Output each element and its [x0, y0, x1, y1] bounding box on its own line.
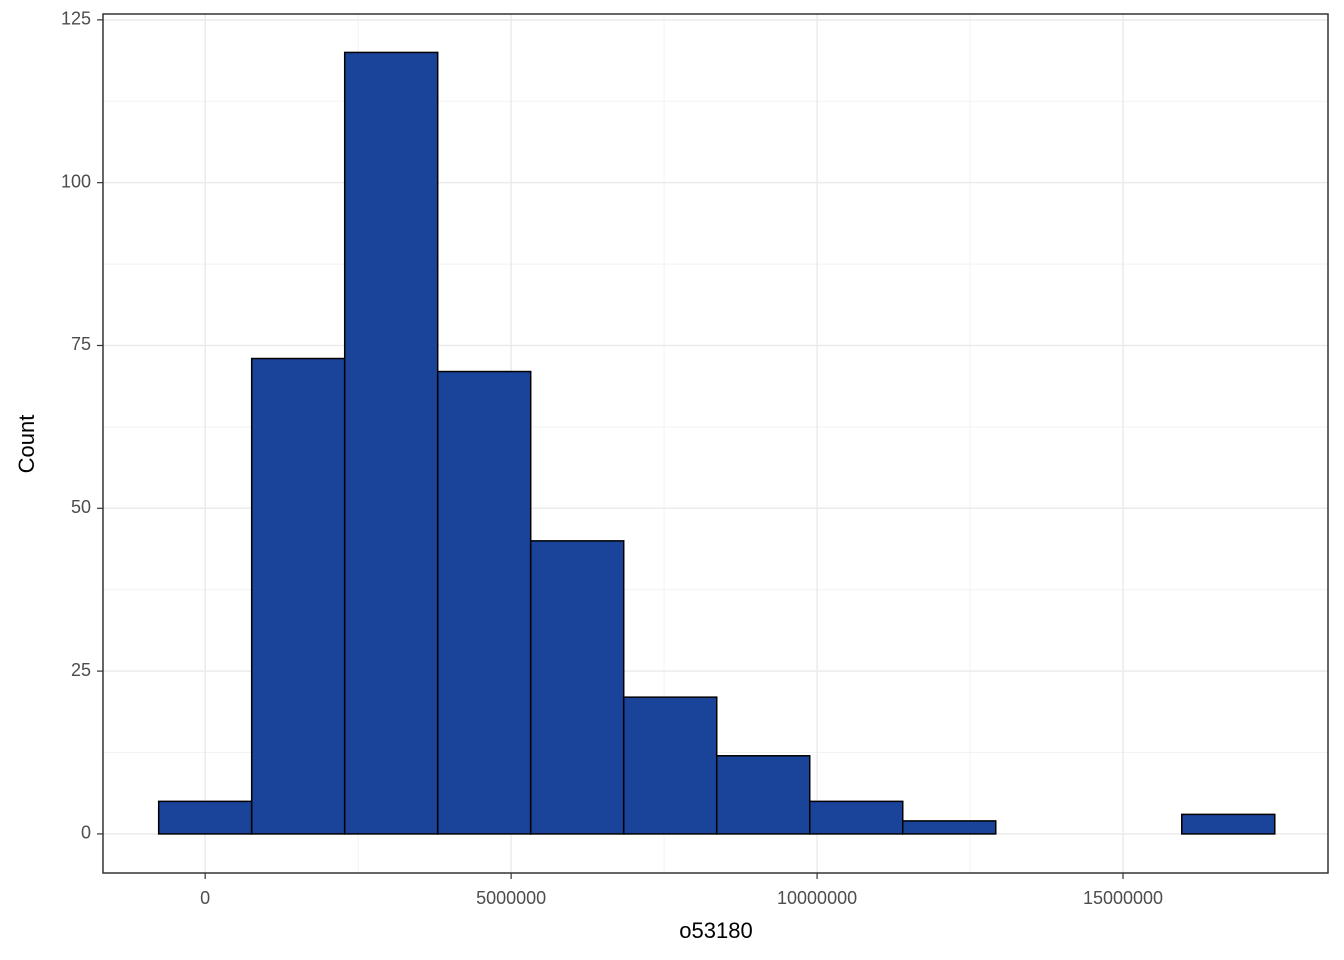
y-tick-label: 75	[71, 334, 91, 354]
panel-border	[102, 13, 1329, 874]
bar	[715, 755, 811, 835]
bar	[622, 696, 718, 835]
y-tick-label: 100	[61, 171, 91, 191]
bar	[1181, 813, 1276, 835]
x-tick-label: 5000000	[476, 888, 546, 908]
y-tick-label: 25	[71, 660, 91, 680]
y-tick-label: 50	[71, 497, 91, 517]
bar	[436, 370, 532, 835]
x-tick-label: 15000000	[1083, 888, 1163, 908]
bar	[157, 800, 253, 835]
bar	[343, 51, 439, 835]
bar	[808, 800, 904, 835]
y-axis-title: Count	[14, 415, 39, 474]
y-tick-label: 0	[81, 823, 91, 843]
bar	[529, 540, 625, 835]
y-tick-label: 125	[61, 9, 91, 29]
x-tick-label: 10000000	[777, 888, 857, 908]
x-tick-label: 0	[200, 888, 210, 908]
bar	[250, 357, 346, 835]
bar	[901, 820, 997, 835]
x-axis-title: o53180	[679, 918, 752, 943]
